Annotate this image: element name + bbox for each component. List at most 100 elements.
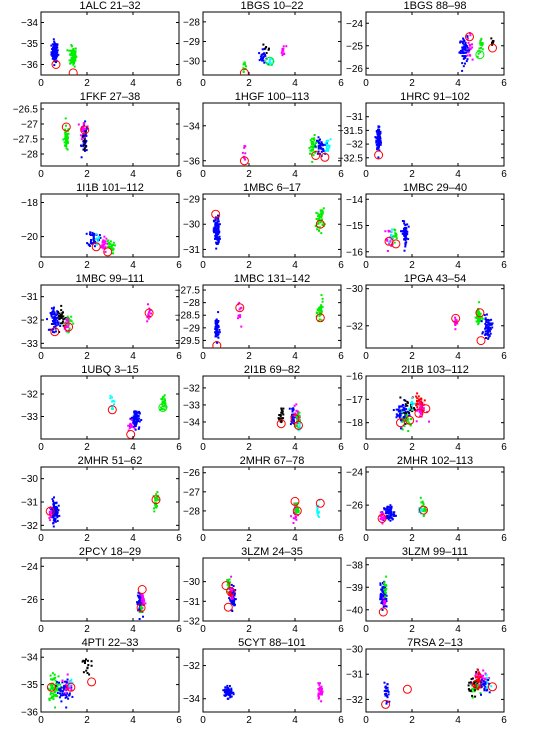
centroid-marker: [45, 506, 55, 516]
data-point: [52, 38, 55, 41]
data-point: [85, 145, 88, 148]
data-point: [230, 575, 233, 578]
data-point: [318, 311, 321, 314]
data-point: [477, 311, 480, 314]
data-point: [312, 154, 315, 157]
data-point: [477, 309, 480, 312]
data-point: [385, 702, 388, 705]
data-point: [261, 48, 264, 51]
data-point: [298, 415, 301, 418]
data-point: [399, 396, 402, 399]
data-point: [138, 601, 140, 604]
data-point: [136, 601, 139, 604]
data-point: [281, 412, 284, 415]
data-point: [484, 327, 487, 330]
data-point: [411, 397, 414, 399]
data-point: [401, 411, 404, 414]
data-point: [138, 598, 141, 601]
panel-title: 1I1B 101–112: [76, 182, 144, 194]
data-point: [402, 411, 405, 414]
data-point: [411, 408, 414, 411]
data-point: [487, 331, 490, 334]
x-tick-label: 4: [455, 169, 461, 180]
data-point: [385, 510, 388, 513]
data-point: [296, 422, 299, 425]
data-point: [60, 316, 63, 319]
data-point: [134, 421, 137, 424]
data-point: [419, 402, 422, 405]
data-point: [390, 510, 393, 513]
data-point: [315, 141, 318, 144]
data-point: [459, 52, 462, 55]
data-point: [472, 688, 475, 690]
data-point: [325, 140, 328, 143]
x-tick-label: 6: [501, 78, 507, 89]
y-tick-label: −32: [183, 661, 200, 672]
data-point: [223, 694, 226, 697]
data-point: [57, 509, 60, 512]
data-point: [294, 516, 297, 519]
data-point: [112, 252, 115, 255]
data-point: [230, 602, 233, 605]
data-point: [60, 700, 63, 703]
data-point: [68, 322, 71, 325]
data-point: [421, 403, 424, 405]
panel: 7RSA 2–130 2 4 6−32−31−30: [346, 637, 507, 726]
data-point: [413, 408, 416, 411]
data-point: [72, 59, 75, 62]
data-point: [402, 232, 405, 235]
x-tick-label: 2: [409, 169, 415, 180]
x-tick-label: 0: [38, 351, 44, 362]
y-tick-label: −32: [21, 521, 38, 532]
data-point: [379, 139, 382, 142]
x-tick-label: 0: [363, 78, 369, 89]
data-point: [318, 142, 320, 144]
data-point: [56, 516, 59, 519]
data-point: [390, 234, 393, 237]
y-tick-label: −29: [183, 323, 200, 334]
data-point: [292, 408, 295, 411]
data-point: [478, 47, 481, 50]
data-point: [298, 424, 301, 427]
data-point: [376, 131, 379, 134]
x-tick-label: 4: [292, 533, 298, 544]
data-point: [83, 148, 86, 151]
data-point: [462, 51, 465, 54]
data-point: [470, 684, 473, 687]
data-point: [473, 690, 476, 693]
data-point: [134, 424, 137, 427]
data-point: [317, 682, 320, 685]
data-point: [477, 688, 480, 691]
data-point: [48, 697, 51, 700]
data-point: [489, 323, 492, 326]
data-point: [281, 410, 284, 413]
data-point: [57, 321, 60, 324]
data-point: [52, 678, 55, 681]
data-point: [111, 396, 113, 399]
data-point: [490, 318, 493, 321]
data-point: [475, 317, 478, 319]
data-point: [484, 330, 487, 333]
x-tick-label: 2: [409, 715, 415, 726]
x-tick-label: 2: [246, 351, 252, 362]
data-point: [226, 684, 229, 687]
data-point: [488, 682, 491, 685]
data-point: [483, 677, 486, 680]
data-point: [384, 595, 387, 598]
data-point: [383, 588, 386, 591]
data-point: [68, 49, 71, 52]
data-point: [488, 677, 491, 680]
y-tick-label: −15: [346, 221, 363, 232]
data-point: [329, 138, 332, 141]
data-point: [264, 54, 267, 57]
x-tick-label: 0: [363, 533, 369, 544]
data-point: [381, 589, 384, 592]
data-point: [299, 419, 301, 422]
data-point: [486, 328, 489, 331]
x-tick-label: 6: [176, 78, 182, 89]
data-point: [418, 507, 421, 509]
data-point: [65, 692, 68, 695]
data-point: [215, 232, 218, 235]
data-point: [387, 230, 390, 233]
data-point: [481, 44, 484, 47]
